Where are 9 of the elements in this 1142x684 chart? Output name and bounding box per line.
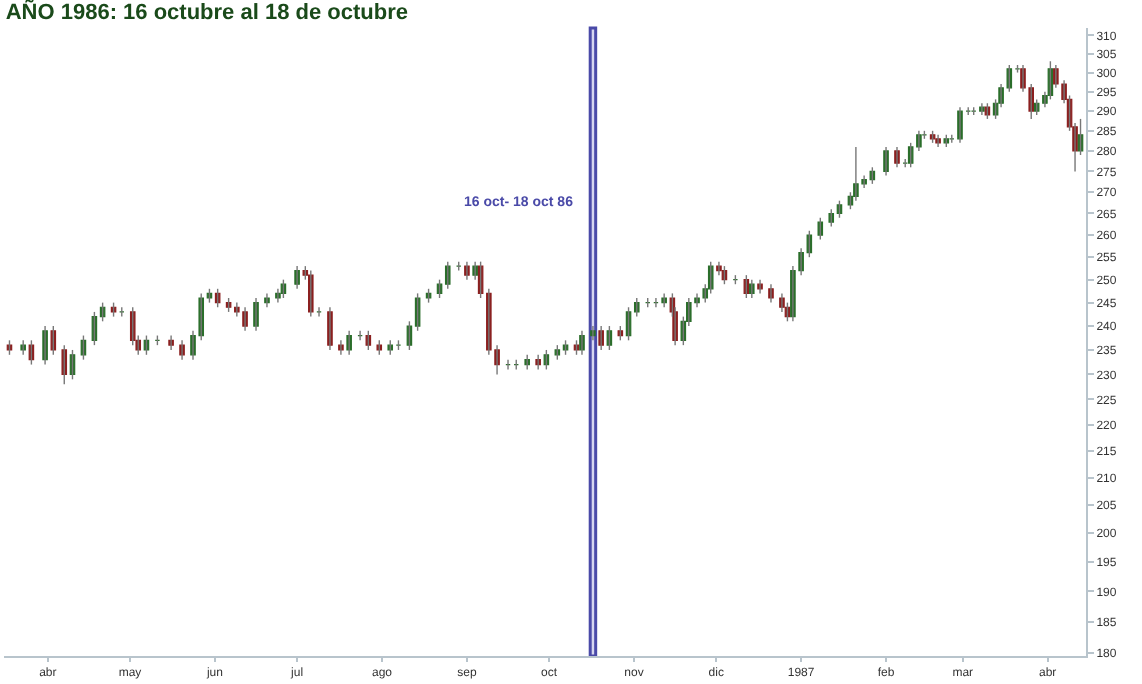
candlestick <box>817 217 824 241</box>
candlestick <box>707 260 714 295</box>
candlestick <box>444 260 451 290</box>
chart-title: AÑO 1986: 16 octubre al 18 de octubre <box>5 0 408 25</box>
candlestick <box>907 142 914 168</box>
candlestick <box>50 325 57 356</box>
candlestick <box>61 344 68 385</box>
candlestick <box>365 330 372 351</box>
candlestick <box>743 274 750 299</box>
